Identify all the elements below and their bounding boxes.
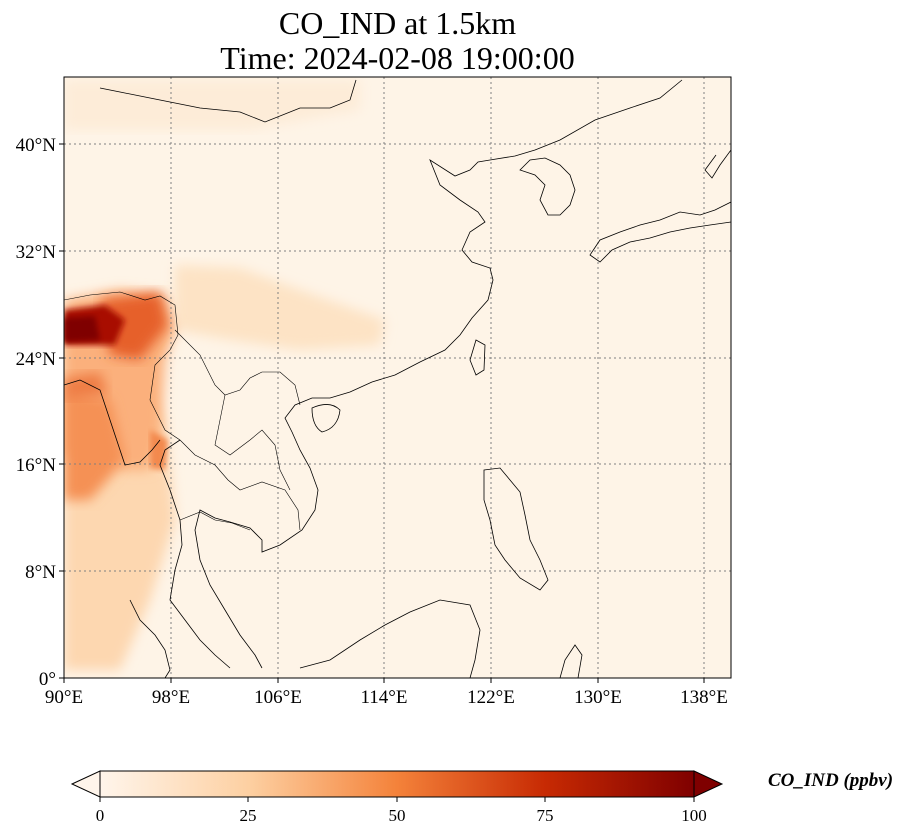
lon-tick-label: 106°E: [254, 687, 302, 708]
colorbar-tick-label: 25: [240, 806, 257, 825]
map-title: CO_IND at 1.5km: [278, 5, 517, 41]
lon-tick-marks: [63, 678, 705, 683]
colorbar: 0 25 50 75 100: [70, 770, 724, 825]
map-gridlines: [64, 77, 731, 678]
lon-tick-label: 122°E: [467, 687, 515, 708]
lon-tick-label: 138°E: [680, 687, 728, 708]
lat-tick-label: 24°N: [16, 349, 57, 370]
lon-tick-label: 90°E: [45, 687, 83, 708]
lat-tick-label: 16°N: [16, 455, 57, 476]
colorbar-tick-label: 75: [537, 806, 554, 825]
coastlines: [64, 79, 731, 678]
colorbar-extend-min: [70, 770, 101, 798]
colorbar-label: CO_IND (ppbv): [768, 770, 894, 791]
colorbar-extend-max: [693, 770, 724, 798]
colorbar-tick-label: 50: [389, 806, 406, 825]
lon-tick-label: 98°E: [152, 687, 190, 708]
colorbar-tick-label: 100: [681, 806, 707, 825]
lat-tick-label: 40°N: [16, 135, 57, 156]
colorbar-gradient: [99, 770, 695, 798]
map-background: [64, 77, 731, 678]
colorbar-tick-label: 0: [96, 806, 105, 825]
lat-tick-label: 8°N: [25, 562, 56, 583]
plot-frame: [63, 76, 732, 679]
lon-tick-label: 114°E: [361, 687, 408, 708]
country-borders: [64, 291, 301, 531]
lat-tick-label: 0°: [39, 669, 56, 690]
lon-tick-label: 130°E: [574, 687, 622, 708]
map-subtitle-time: Time: 2024-02-08 19:00:00: [220, 40, 575, 76]
co-concentration-field: [64, 80, 385, 670]
lat-tick-label: 32°N: [16, 242, 57, 263]
lat-tick-marks: [59, 143, 64, 679]
